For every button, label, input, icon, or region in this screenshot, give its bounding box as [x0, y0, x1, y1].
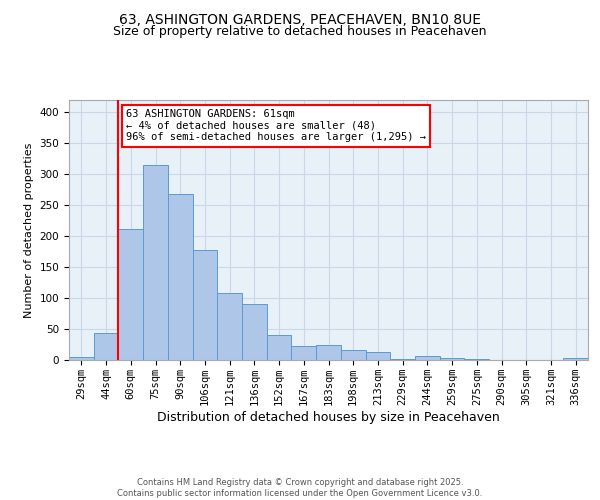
Text: Size of property relative to detached houses in Peacehaven: Size of property relative to detached ho… [113, 25, 487, 38]
Bar [143, 165, 168, 360]
Bar [292, 346, 316, 360]
Bar [440, 358, 464, 360]
X-axis label: Distribution of detached houses by size in Peacehaven: Distribution of detached houses by size … [157, 410, 500, 424]
Bar [390, 359, 415, 360]
Bar [168, 194, 193, 360]
Bar [217, 293, 242, 360]
Bar [69, 357, 94, 360]
Bar [316, 345, 341, 360]
Bar [415, 356, 440, 360]
Bar [242, 304, 267, 360]
Bar [341, 350, 365, 360]
Text: Contains HM Land Registry data © Crown copyright and database right 2025.
Contai: Contains HM Land Registry data © Crown c… [118, 478, 482, 498]
Text: 63, ASHINGTON GARDENS, PEACEHAVEN, BN10 8UE: 63, ASHINGTON GARDENS, PEACEHAVEN, BN10 … [119, 12, 481, 26]
Bar [118, 229, 143, 360]
Bar [365, 352, 390, 360]
Bar [267, 335, 292, 360]
Text: 63 ASHINGTON GARDENS: 61sqm
← 4% of detached houses are smaller (48)
96% of semi: 63 ASHINGTON GARDENS: 61sqm ← 4% of deta… [126, 110, 426, 142]
Y-axis label: Number of detached properties: Number of detached properties [24, 142, 34, 318]
Bar [464, 359, 489, 360]
Bar [563, 358, 588, 360]
Bar [193, 250, 217, 360]
Bar [94, 333, 118, 360]
